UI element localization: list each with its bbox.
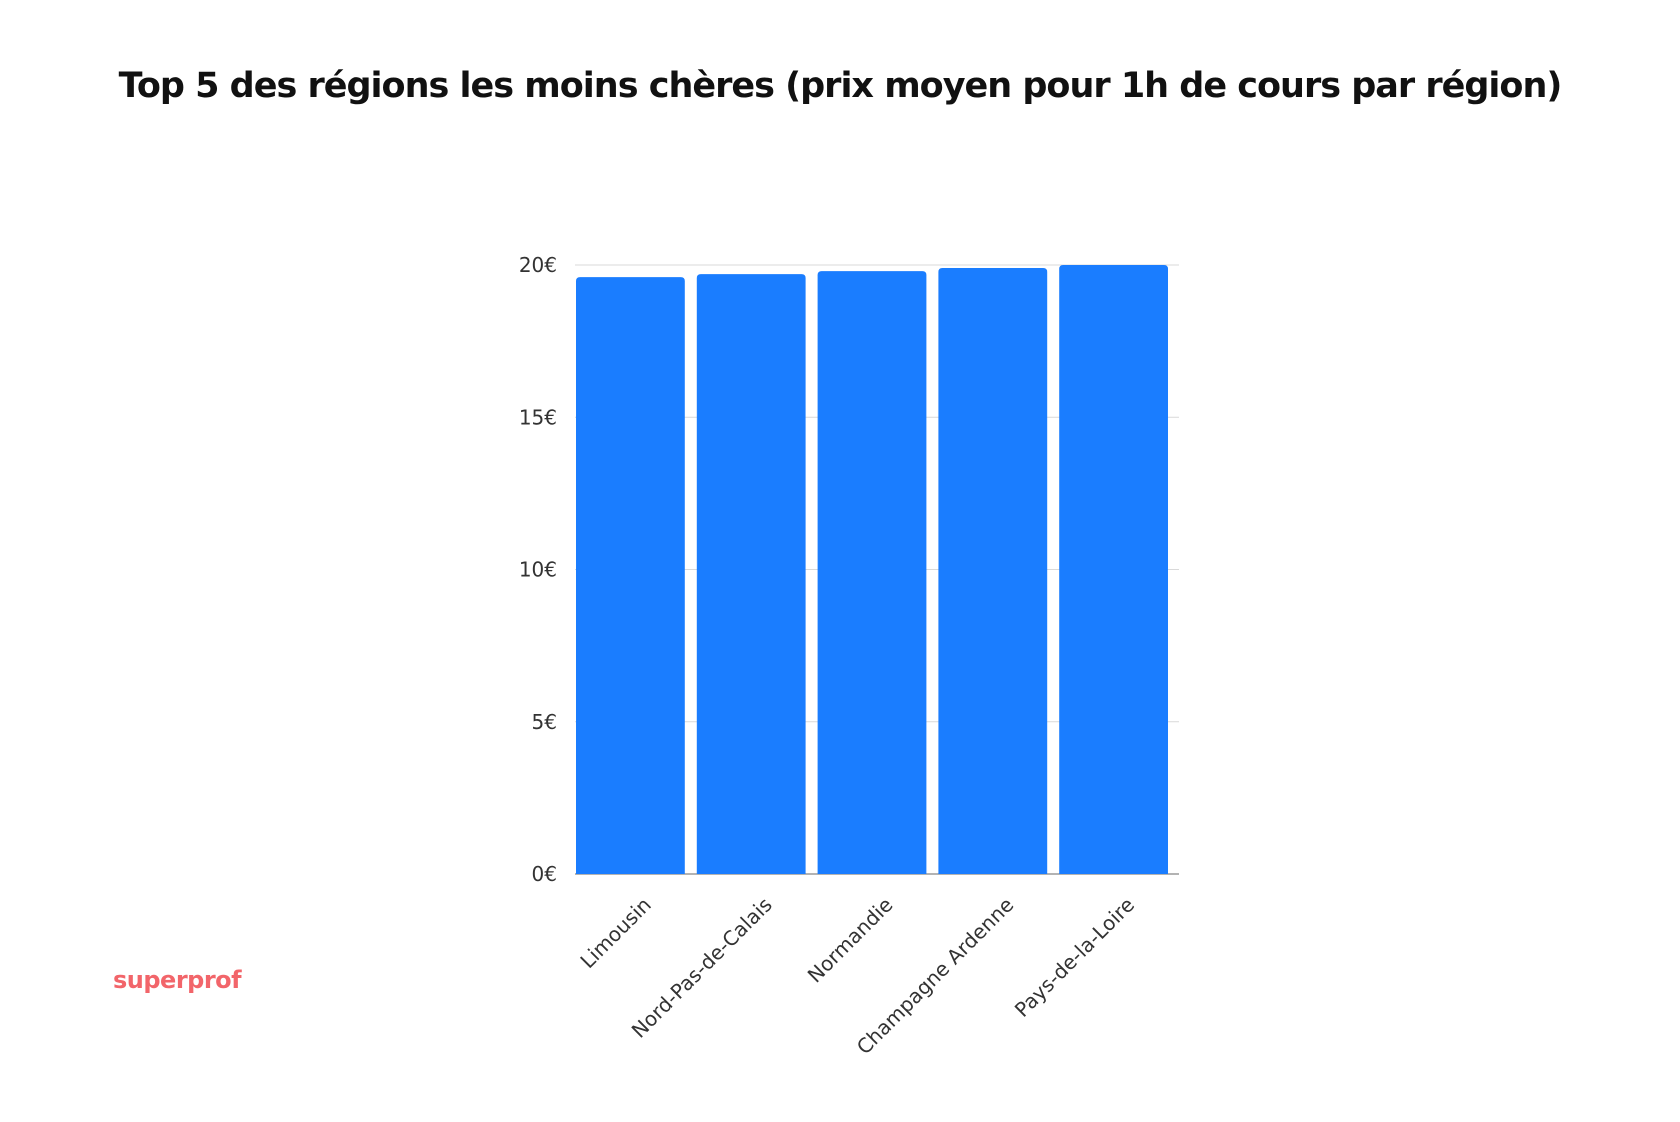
y-tick-label: 10€ bbox=[519, 558, 557, 582]
chart-title: Top 5 des régions les moins chères (prix… bbox=[118, 66, 1563, 106]
bar bbox=[696, 274, 806, 874]
x-tick-label: Normandie bbox=[803, 893, 898, 988]
x-tick-label: Pays-de-la-Loire bbox=[1010, 893, 1139, 1022]
y-tick-label: 15€ bbox=[519, 405, 557, 429]
y-axis-ticks: 0€ 5€ 10€ 15€ 20€ bbox=[519, 253, 557, 886]
superprof-logo: superprof bbox=[113, 966, 242, 994]
bar bbox=[576, 277, 685, 874]
x-tick-label: Limousin bbox=[576, 893, 656, 973]
bar bbox=[938, 268, 1048, 874]
y-tick-label: 5€ bbox=[532, 710, 557, 734]
y-tick-label: 20€ bbox=[519, 253, 557, 277]
bar bbox=[817, 271, 927, 875]
bars bbox=[576, 265, 1168, 875]
y-tick-label: 0€ bbox=[532, 862, 557, 886]
bar bbox=[1059, 265, 1168, 874]
